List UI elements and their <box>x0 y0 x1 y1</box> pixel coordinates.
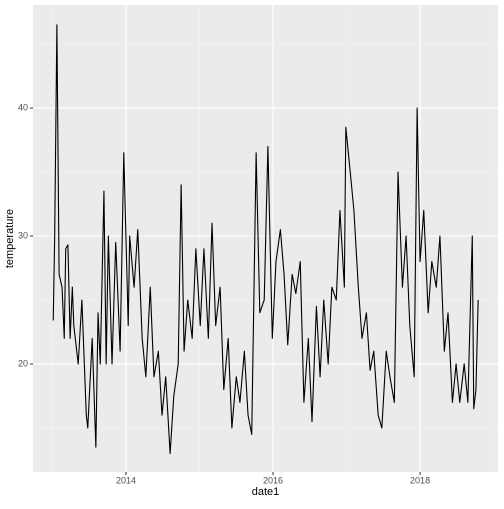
y-tick-label: 20 <box>18 358 28 368</box>
x-tick-label: 2016 <box>263 475 283 485</box>
x-tick-label: 2018 <box>410 475 430 485</box>
x-axis-title: date1 <box>252 486 280 498</box>
data-line <box>52 24 479 455</box>
y-tick-label: 40 <box>18 102 28 112</box>
x-tick-label: 2014 <box>116 475 136 485</box>
y-tick-label: 30 <box>18 230 28 240</box>
y-axis-title: temperature <box>4 209 16 268</box>
